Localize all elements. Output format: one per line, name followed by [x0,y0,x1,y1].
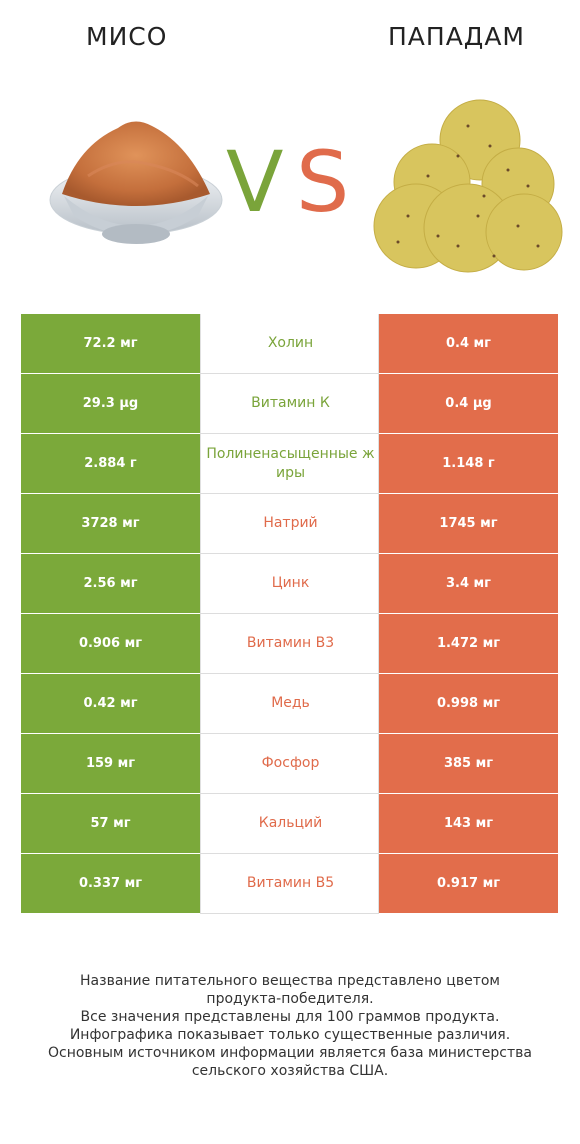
footer-line: Основным источником информации является … [48,1045,532,1061]
miso-image [49,121,223,244]
footer-line: Инфографика показывает только существенн… [69,1027,511,1043]
table-row: 2.884 г Полиненасыщенные жиры 1.148 г [21,434,558,494]
table-row: 0.42 мг Медь 0.998 мг [21,674,558,734]
nutrient-name: Витамин К [200,374,379,434]
left-product-title: МИСО [86,22,168,51]
miso-value: 2.56 мг [21,554,200,613]
nutrient-name-text: Натрий [263,515,318,531]
papadam-value: 385 мг [379,734,558,793]
vs-s-letter: S [296,133,350,231]
miso-value: 0.42 мг [21,674,200,733]
footer-line: Все значения представлены для 100 граммо… [80,1009,500,1025]
footer-line: сельского хозяйства США. [191,1063,389,1079]
papadam-value: 143 мг [379,794,558,853]
miso-value: 2.884 г [21,434,200,493]
nutrient-name-text: Витамин B3 [246,635,335,651]
miso-value: 72.2 мг [21,314,200,373]
table-row: 2.56 мг Цинк 3.4 мг [21,554,558,614]
nutrient-name-text: Цинк [271,575,310,591]
miso-value: 0.906 мг [21,614,200,673]
nutrient-name-text: Фосфор [261,755,320,771]
nutrient-name-text: Медь [271,695,310,711]
table-row: 29.3 µg Витамин К 0.4 µg [21,374,558,434]
papadam-value: 1745 мг [379,494,558,553]
nutrient-name: Натрий [200,494,379,554]
nutrient-name-text: Витамин B5 [246,875,335,891]
nutrient-name: Витамин B5 [200,854,379,914]
papadam-value: 0.4 µg [379,374,558,433]
papadam-value: 1.148 г [379,434,558,493]
footer-line: Название питательного вещества представл… [80,973,500,989]
nutrient-comparison-table: 72.2 мг Холин 0.4 мг 29.3 µg Витамин К 0.4 µg… [21,314,558,914]
nutrient-name: Холин [200,314,379,374]
miso-value: 3728 мг [21,494,200,553]
nutrient-name-text: Витамин К [251,395,330,411]
table-row: 159 мг Фосфор 385 мг [21,734,558,794]
nutrient-name: Цинк [200,554,379,614]
right-product-title: ПАПАДАМ [388,22,526,51]
miso-value: 0.337 мг [21,854,200,913]
nutrient-name: Полиненасыщенные жиры [200,434,379,494]
table-row: 3728 мг Натрий 1745 мг [21,494,558,554]
table-row: 57 мг Кальций 143 мг [21,794,558,854]
footer-line: продукта-победителя. [206,991,374,1007]
nutrient-name-text: Кальций [258,815,323,831]
miso-value: 57 мг [21,794,200,853]
papadam-value: 3.4 мг [379,554,558,613]
vs-v-letter: V [226,133,284,231]
miso-value: 159 мг [21,734,200,793]
table-row: 72.2 мг Холин 0.4 мг [21,314,558,374]
nutrient-name: Кальций [200,794,379,854]
papadam-image [373,99,563,273]
miso-value: 29.3 µg [21,374,200,433]
nutrient-name-text: Полиненасыщенные жиры [206,445,375,481]
comparison-header: МИСО ПАПАДАМ V S [0,0,580,300]
papadam-value: 0.998 мг [379,674,558,733]
papadam-value: 0.4 мг [379,314,558,373]
footer-note: Название питательного вещества представл… [0,972,580,1080]
nutrient-name: Медь [200,674,379,734]
papadam-value: 1.472 мг [379,614,558,673]
vs-label: V S [226,140,356,230]
papadam-value: 0.917 мг [379,854,558,913]
nutrient-name: Витамин B3 [200,614,379,674]
table-row: 0.906 мг Витамин B3 1.472 мг [21,614,558,674]
nutrient-name-text: Холин [267,335,314,351]
nutrient-name: Фосфор [200,734,379,794]
table-row: 0.337 мг Витамин B5 0.917 мг [21,854,558,914]
